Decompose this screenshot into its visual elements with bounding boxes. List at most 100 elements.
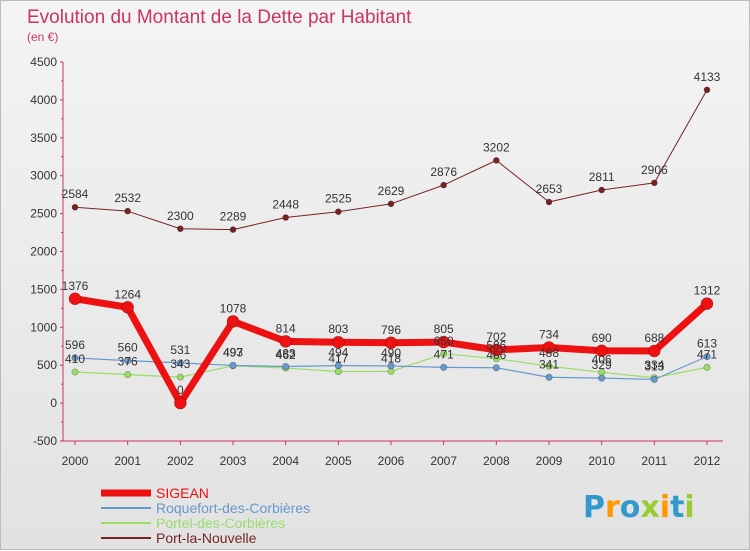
data-point	[387, 362, 395, 370]
y-tick-label: 2500	[30, 207, 57, 221]
data-point	[279, 335, 292, 348]
data-label: 493	[223, 346, 243, 360]
data-point	[176, 359, 184, 367]
data-label: 2532	[114, 191, 141, 205]
data-label: 410	[65, 352, 85, 366]
data-label: 466	[486, 348, 506, 362]
data-label: 1264	[114, 287, 141, 301]
data-label: 483	[276, 346, 296, 360]
data-point	[651, 179, 658, 187]
data-label: 417	[328, 351, 348, 365]
logo-letter: r	[605, 490, 620, 525]
data-label: 0	[177, 383, 184, 397]
data-point	[174, 396, 187, 410]
y-tick-label: -500	[33, 434, 57, 448]
data-point	[71, 368, 79, 376]
data-label: 329	[592, 358, 612, 372]
data-point	[598, 374, 606, 382]
x-tick-label: 2012	[694, 454, 721, 468]
data-point	[440, 181, 447, 189]
data-label: 814	[276, 321, 296, 335]
data-point	[703, 363, 711, 371]
data-label: 2300	[167, 209, 194, 223]
data-label: 343	[170, 357, 190, 371]
data-point	[71, 354, 79, 362]
data-label: 2876	[430, 165, 457, 179]
y-tick-label: 3000	[30, 169, 57, 183]
legend-label: Port-la-Nouvelle	[156, 530, 257, 546]
data-label: 2448	[272, 198, 299, 212]
data-label: 796	[381, 323, 401, 337]
x-tick-label: 2003	[220, 454, 247, 468]
legend-label: Portel-des-Corbières	[156, 515, 285, 531]
data-label: 2906	[641, 163, 668, 177]
data-label: 471	[697, 347, 717, 361]
y-tick-label: 2000	[30, 245, 57, 259]
data-point	[545, 362, 553, 370]
data-label: 650	[434, 334, 454, 348]
x-tick-label: 2001	[114, 454, 141, 468]
x-tick-label: 2000	[62, 454, 89, 468]
x-tick-label: 2004	[272, 454, 299, 468]
data-label: 2525	[325, 192, 352, 206]
data-point	[332, 335, 345, 349]
data-point	[545, 198, 553, 206]
logo-letter: x	[640, 490, 659, 525]
data-label: 702	[486, 330, 506, 344]
data-label: 494	[328, 346, 348, 360]
data-label: 613	[697, 337, 717, 351]
data-label: 2289	[220, 210, 247, 224]
legend-label: Roquefort-des-Corbières	[156, 500, 310, 516]
data-point	[124, 357, 132, 365]
data-point	[282, 362, 290, 370]
data-label: 334	[644, 358, 664, 372]
data-label: 734	[539, 327, 559, 341]
data-label: 471	[434, 347, 454, 361]
data-label: 2629	[378, 184, 405, 198]
y-tick-label: 1000	[30, 320, 57, 334]
data-label: 313	[644, 359, 664, 373]
data-point	[334, 367, 342, 375]
data-point	[437, 335, 450, 349]
data-point	[71, 203, 79, 211]
data-label: 4133	[694, 70, 721, 84]
data-point	[68, 292, 82, 306]
axes: -500 0 500 1000 1500 2000 2500 3000 3500 4000 4500…	[30, 55, 723, 468]
x-tick-label: 2009	[536, 454, 563, 468]
data-label: 3202	[483, 140, 510, 154]
data-point	[650, 375, 658, 383]
data-point	[387, 200, 395, 208]
data-point	[124, 371, 132, 379]
chart-subtitle: (en €)	[27, 30, 58, 44]
data-label: 488	[539, 346, 559, 360]
data-point	[490, 343, 503, 357]
data-label: 1376	[62, 279, 89, 293]
data-point	[282, 214, 289, 221]
data-label: 586	[486, 339, 506, 353]
data-point	[335, 208, 342, 216]
data-label: 2653	[536, 182, 563, 196]
logo-letter: P	[583, 490, 605, 525]
data-label: 490	[381, 346, 401, 360]
logo-letter: o	[620, 490, 641, 525]
data-label: 531	[170, 343, 190, 357]
y-tick-label: 3500	[30, 131, 57, 145]
data-point	[229, 226, 237, 233]
data-label: 497	[223, 345, 243, 359]
data-labels: 2584 2532 2300 2289 2448 2525 2629 2876 3202 2653…	[62, 70, 721, 397]
chart-title: Evolution du Montant de la Dette par Hab…	[27, 7, 412, 28]
data-label: 596	[65, 338, 85, 352]
data-point	[595, 344, 608, 358]
data-point	[176, 373, 184, 381]
legend-label: SIGEAN	[156, 485, 209, 501]
data-point	[440, 363, 448, 371]
data-point	[703, 353, 711, 361]
data-label: 341	[539, 357, 559, 371]
y-tick-label: 4500	[30, 55, 57, 69]
x-tick-label: 2011	[641, 454, 667, 468]
x-tick-label: 2010	[588, 454, 615, 468]
data-label: 805	[434, 322, 454, 336]
data-label: 1312	[694, 284, 721, 298]
logo-letter: t	[670, 490, 684, 525]
x-tick-label: 2007	[430, 454, 457, 468]
